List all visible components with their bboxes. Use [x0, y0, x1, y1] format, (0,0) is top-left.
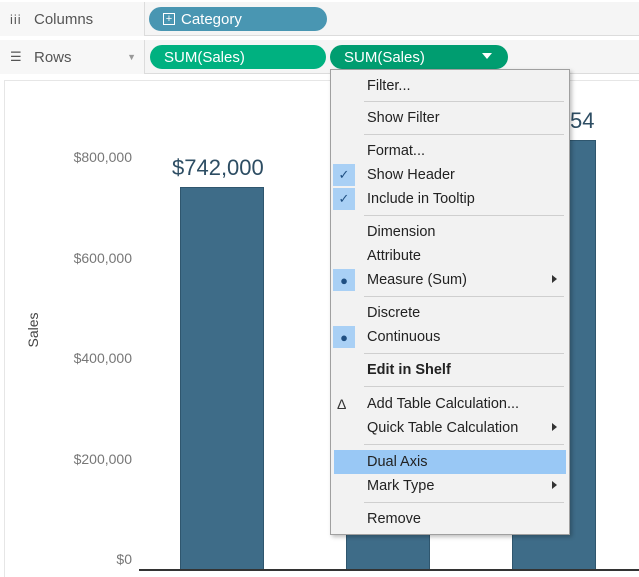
shelf-dropdown-icon[interactable]: ▼ — [127, 52, 136, 62]
menu-discrete-label: Discrete — [367, 305, 421, 321]
menu-edit-in-shelf-label: Edit in Shelf — [367, 362, 451, 378]
menu-include-tooltip-label: Include in Tooltip — [367, 191, 475, 207]
menu-format-label: Format... — [367, 143, 426, 159]
menu-edit-in-shelf[interactable]: Edit in Shelf — [331, 358, 569, 382]
y-tick-label: $200,000 — [73, 450, 132, 467]
menu-measure-label: Measure (Sum) — [367, 272, 467, 288]
x-axis-baseline — [139, 569, 639, 571]
bar-value-label: $742,000 — [172, 155, 264, 181]
category-pill[interactable]: + Category — [149, 7, 327, 31]
menu-dual-axis[interactable]: Dual Axis — [334, 450, 566, 474]
columns-shelf-label: iii Columns — [0, 2, 145, 36]
menu-separator — [364, 134, 564, 135]
menu-separator — [364, 444, 564, 445]
menu-discrete[interactable]: Discrete — [331, 301, 569, 325]
columns-shelf: iii Columns + Category — [0, 2, 639, 36]
field-context-menu: Filter... Show Filter Format... ✓ Show H… — [330, 69, 570, 535]
sales-bar[interactable] — [180, 187, 264, 570]
menu-continuous-label: Continuous — [367, 329, 441, 345]
y-tick-label: $800,000 — [73, 149, 132, 165]
radio-dot-icon: ● — [333, 326, 355, 348]
submenu-arrow-icon — [552, 275, 557, 283]
category-pill-label: Category — [181, 10, 242, 28]
sum-sales-pill-2[interactable]: SUM(Sales) — [330, 45, 508, 69]
menu-show-header[interactable]: ✓ Show Header — [331, 163, 569, 187]
menu-dimension-label: Dimension — [367, 224, 436, 240]
menu-separator — [364, 353, 564, 354]
menu-remove[interactable]: Remove — [331, 507, 569, 531]
menu-remove-label: Remove — [367, 511, 421, 527]
checkmark-icon: ✓ — [333, 164, 355, 186]
menu-quick-table-calc-label: Quick Table Calculation — [367, 420, 519, 436]
menu-filter-label: Filter... — [367, 78, 411, 94]
expand-plus-icon[interactable]: + — [163, 13, 175, 25]
menu-separator — [364, 101, 564, 102]
menu-measure[interactable]: ● Measure (Sum) — [331, 268, 569, 292]
bar-value-label: 54 — [570, 107, 595, 133]
delta-icon: Δ — [337, 396, 347, 412]
rows-shelf-label: ☰ Rows ▼ — [0, 40, 145, 74]
columns-icon: iii — [10, 11, 22, 27]
pill-dropdown-caret-icon[interactable] — [482, 53, 492, 59]
menu-continuous[interactable]: ● Continuous — [331, 325, 569, 349]
menu-separator — [364, 386, 564, 387]
menu-mark-type[interactable]: Mark Type — [331, 474, 569, 498]
menu-quick-table-calc[interactable]: Quick Table Calculation — [331, 416, 569, 440]
sum-sales-pill-1[interactable]: SUM(Sales) — [150, 45, 326, 69]
y-axis-title: Sales — [25, 312, 41, 348]
columns-label-text: Columns — [34, 10, 94, 28]
menu-mark-type-label: Mark Type — [367, 478, 435, 494]
menu-add-table-calc-label: Add Table Calculation... — [367, 396, 520, 412]
submenu-arrow-icon — [552, 423, 557, 431]
menu-add-table-calc[interactable]: Δ Add Table Calculation... — [331, 392, 569, 416]
menu-separator — [364, 296, 564, 297]
radio-dot-icon: ● — [333, 269, 355, 291]
menu-separator — [364, 502, 564, 503]
menu-attribute-label: Attribute — [367, 248, 421, 264]
y-tick-label: $400,000 — [73, 350, 132, 366]
menu-show-filter-label: Show Filter — [367, 110, 440, 126]
y-tick-label: $600,000 — [73, 249, 132, 266]
rows-shelf: ☰ Rows ▼ SUM(Sales) SUM(Sales) — [0, 40, 639, 74]
rows-icon: ☰ — [10, 49, 23, 64]
menu-separator — [364, 215, 564, 216]
menu-attribute[interactable]: Attribute — [331, 244, 569, 268]
menu-dual-axis-label: Dual Axis — [367, 454, 428, 470]
menu-show-header-label: Show Header — [367, 167, 455, 183]
checkmark-icon: ✓ — [333, 188, 355, 210]
sum-sales-pill-1-label: SUM(Sales) — [164, 48, 245, 66]
menu-include-tooltip[interactable]: ✓ Include in Tooltip — [331, 187, 569, 211]
menu-format[interactable]: Format... — [331, 139, 569, 163]
sum-sales-pill-2-label: SUM(Sales) — [344, 48, 425, 66]
menu-dimension[interactable]: Dimension — [331, 220, 569, 244]
menu-filter[interactable]: Filter... — [331, 74, 569, 98]
y-tick-label: $0 — [116, 551, 132, 567]
rows-label-text: Rows — [34, 48, 72, 66]
menu-show-filter[interactable]: Show Filter — [331, 106, 569, 130]
submenu-arrow-icon — [552, 481, 557, 489]
